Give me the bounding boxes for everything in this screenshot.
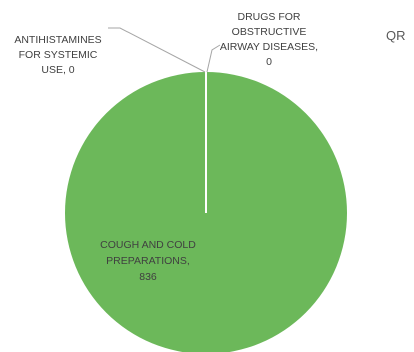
slice-label-line: 836 <box>139 271 157 283</box>
leader-line-2 <box>206 44 221 73</box>
leader-lines <box>108 27 221 73</box>
slice-label-line: OBSTRUCTIVE <box>232 26 307 38</box>
pie-slices <box>65 72 347 352</box>
slice-label-line: COUGH AND COLD <box>100 239 196 251</box>
slice-label-line: DRUGS FOR <box>238 11 301 23</box>
slice-label-0: COUGH AND COLD PREPARATIONS, 836 <box>100 239 196 283</box>
slice-label-1: ANTIHISTAMINES FOR SYSTEMIC USE, 0 <box>14 34 101 76</box>
slice-label-2: DRUGS FOR OBSTRUCTIVE AIRWAY DISEASES, 0 <box>220 11 318 68</box>
slice-label-line: AIRWAY DISEASES, <box>220 41 318 53</box>
slice-label-line: FOR SYSTEMIC <box>19 49 98 61</box>
chart-title: QR <box>386 28 406 43</box>
slice-label-line: ANTIHISTAMINES <box>14 34 101 46</box>
leader-line-1 <box>108 27 206 73</box>
slice-label-line: USE, 0 <box>41 64 74 76</box>
slice-label-line: PREPARATIONS, <box>106 255 190 267</box>
slice-labels: COUGH AND COLD PREPARATIONS, 836 ANTIHISTAM… <box>14 11 318 283</box>
slice-label-line: 0 <box>266 56 272 68</box>
